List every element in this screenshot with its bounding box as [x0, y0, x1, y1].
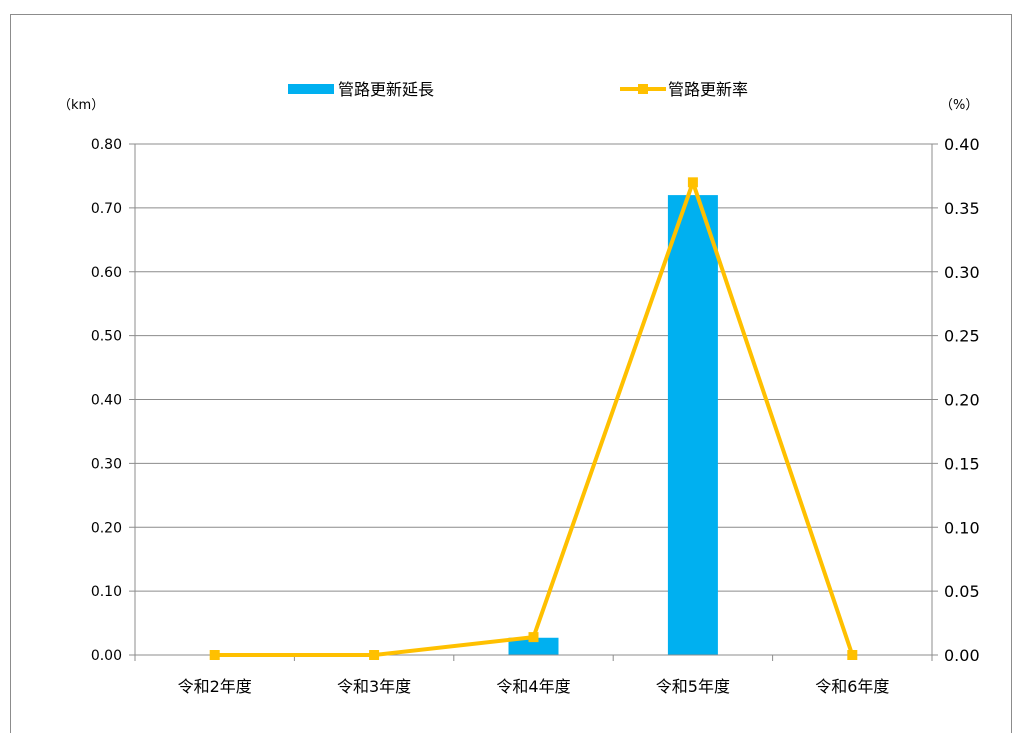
left-tick-label: 0.80 [91, 137, 122, 153]
left-axis-unit: （km） [58, 98, 104, 113]
category-label: 令和2年度 [178, 677, 252, 696]
right-tick-label: 0.05 [944, 582, 980, 601]
legend-bar-label: 管路更新延長 [338, 80, 434, 99]
legend-line-label: 管路更新率 [668, 80, 748, 99]
left-tick-label: 0.00 [91, 648, 122, 664]
legend-line-marker [638, 84, 648, 94]
left-tick-label: 0.40 [91, 393, 122, 409]
left-tick-label: 0.60 [91, 265, 122, 281]
line-point [687, 177, 698, 188]
right-tick-label: 0.20 [944, 391, 980, 410]
category-label: 令和6年度 [815, 677, 889, 696]
right-axis-unit: （%） [940, 98, 978, 113]
line-point [209, 650, 220, 660]
left-tick-label: 0.10 [91, 584, 122, 600]
right-tick-label: 0.25 [944, 327, 980, 346]
chart-frame [10, 14, 1012, 733]
right-tick-label: 0.10 [944, 518, 980, 537]
right-tick-label: 0.35 [944, 199, 980, 218]
left-tick-label: 0.50 [91, 329, 122, 345]
category-label: 令和3年度 [337, 677, 411, 696]
left-tick-label: 0.30 [91, 456, 122, 472]
bar [667, 195, 718, 655]
line-point [528, 632, 539, 643]
right-tick-label: 0.30 [944, 263, 980, 282]
legend: 管路更新延長 管路更新率 [288, 80, 748, 99]
left-tick-label: 0.70 [91, 201, 122, 217]
left-tick-label: 0.20 [91, 520, 122, 536]
right-tick-label: 0.15 [944, 454, 980, 473]
right-tick-label: 0.00 [944, 646, 980, 665]
rate-line [214, 180, 855, 657]
tick-labels: 0.00 0.00 0.10 0.05 0.20 0.10 0.30 0.15 0.40 0.20… [91, 135, 980, 696]
line-point [847, 650, 858, 660]
bar-series [508, 195, 718, 655]
line-point [369, 650, 380, 660]
category-label: 令和5年度 [656, 677, 730, 696]
line-series [209, 177, 858, 660]
gridlines [129, 143, 938, 661]
right-tick-label: 0.40 [944, 135, 980, 154]
category-label: 令和4年度 [496, 677, 570, 696]
legend-bar-swatch [288, 84, 334, 94]
bar [508, 637, 559, 655]
